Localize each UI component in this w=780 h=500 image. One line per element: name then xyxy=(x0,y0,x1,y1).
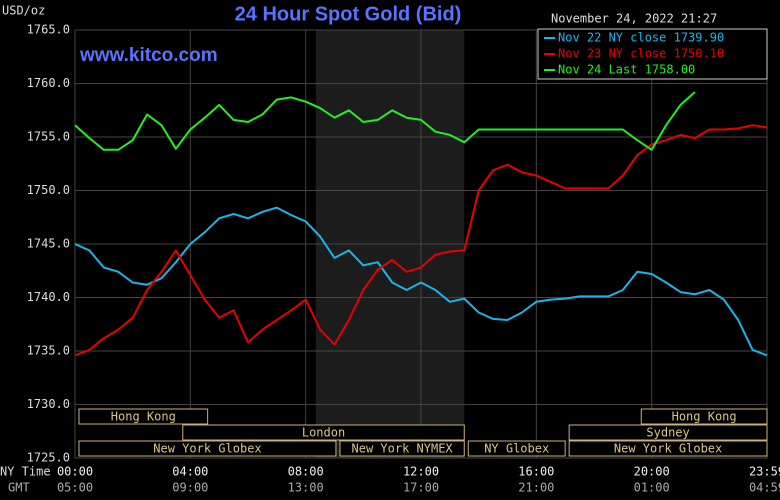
session-label: Sydney xyxy=(646,426,689,440)
session-box xyxy=(568,424,768,441)
x2-tick-label: 09:00 xyxy=(172,481,208,495)
session-label: New York Globex xyxy=(614,442,722,456)
y-tick-label: 1765.0 xyxy=(27,23,70,37)
session-label: New York NYMEX xyxy=(352,442,454,456)
timestamp: November 24, 2022 21:27 xyxy=(551,12,717,26)
x2-axis-label: GMT xyxy=(8,481,30,495)
session-box xyxy=(568,440,768,457)
session-label: New York Globex xyxy=(153,442,261,456)
y-tick-label: 1735.0 xyxy=(27,344,70,358)
x-tick-label: 00:00 xyxy=(57,465,93,479)
chart-title: 24 Hour Spot Gold (Bid) xyxy=(235,3,462,25)
session-box xyxy=(640,408,768,425)
y-tick-label: 1730.0 xyxy=(27,397,70,411)
x2-tick-label: 13:00 xyxy=(288,481,324,495)
x-axis-label: NY Time xyxy=(0,465,51,479)
x-tick-label: 16:00 xyxy=(518,465,554,479)
legend-label: Nov 24 Last 1758.00 xyxy=(558,63,695,77)
legend-box xyxy=(537,28,768,80)
x2-tick-label: 04:59 xyxy=(749,481,780,495)
session-box xyxy=(78,440,337,457)
series-line xyxy=(74,124,768,357)
x-tick-label: 08:00 xyxy=(288,465,324,479)
y-tick-label: 1740.0 xyxy=(27,290,70,304)
x-tick-label: 04:00 xyxy=(172,465,208,479)
legend-label: Nov 22 NY close 1739.90 xyxy=(558,31,724,45)
session-label: London xyxy=(302,426,345,440)
y-tick-label: 1725.0 xyxy=(27,451,70,465)
series-line xyxy=(74,91,696,151)
x2-tick-label: 01:00 xyxy=(634,481,670,495)
x2-tick-label: 21:00 xyxy=(518,481,554,495)
session-label: NY Globex xyxy=(484,442,549,456)
session-label: Hong Kong xyxy=(111,410,176,424)
session-box xyxy=(182,424,465,441)
x2-tick-label: 05:00 xyxy=(57,481,93,495)
session-box xyxy=(339,440,465,457)
y-tick-label: 1760.0 xyxy=(27,76,70,90)
plot-back xyxy=(74,29,768,459)
series-line xyxy=(74,206,768,357)
session-box xyxy=(467,440,566,457)
x2-tick-label: 17:00 xyxy=(403,481,439,495)
y-tick-label: 1745.0 xyxy=(27,237,70,251)
watermark: www.kitco.com xyxy=(79,45,218,66)
y-tick-label: 1755.0 xyxy=(27,130,70,144)
y-axis-label: USD/oz xyxy=(2,4,45,18)
x-tick-label: 20:00 xyxy=(634,465,670,479)
session-label: Hong Kong xyxy=(672,410,737,424)
session-box xyxy=(78,408,209,425)
x-tick-label: 12:00 xyxy=(403,465,439,479)
y-tick-label: 1750.0 xyxy=(27,183,70,197)
legend-label: Nov 23 NY close 1750.10 xyxy=(558,47,724,61)
x-tick-label: 23:59 xyxy=(749,465,780,479)
